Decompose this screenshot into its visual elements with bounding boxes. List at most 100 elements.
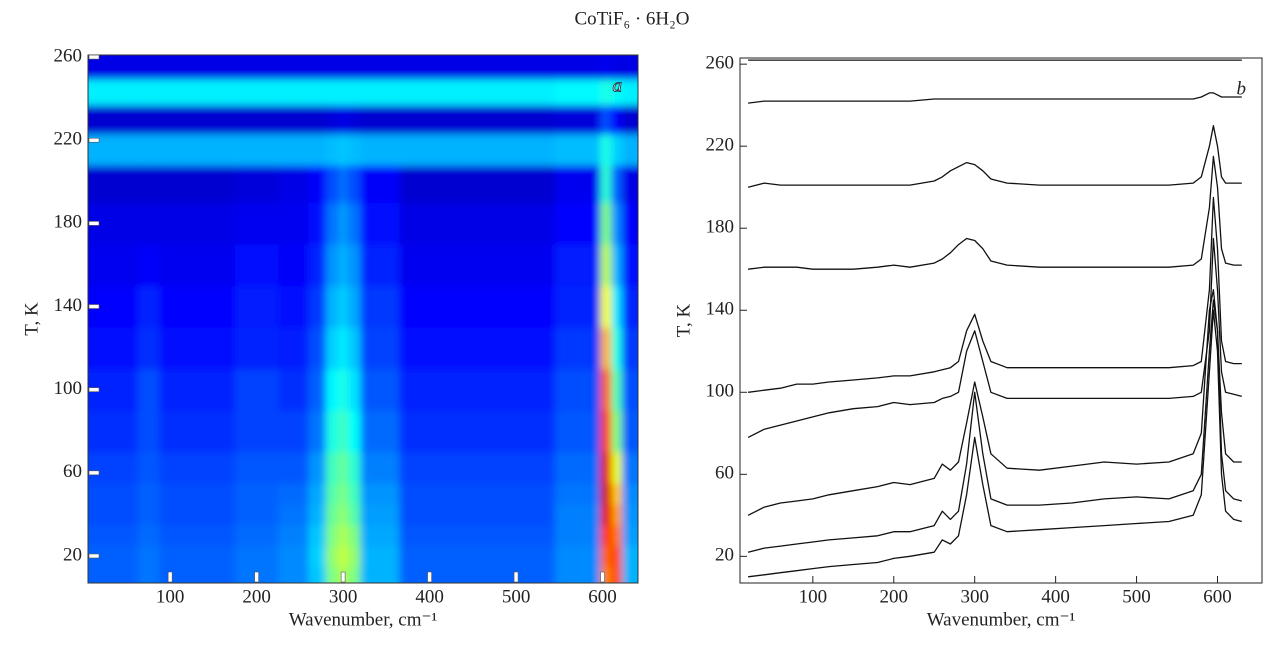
heat-cell (600, 410, 612, 453)
heat-cell (278, 104, 310, 135)
heat-cell (600, 545, 612, 567)
heat-cell (472, 202, 556, 245)
heat-cell (600, 55, 612, 80)
y-tick-label: 60 (715, 463, 734, 484)
heat-cell (360, 566, 400, 583)
heat-cell (88, 244, 115, 287)
heat-cell (611, 104, 623, 135)
spectrum-line (748, 309, 1242, 578)
heat-cell (399, 368, 474, 411)
heat-cell (622, 368, 638, 411)
panel-label: b (1237, 78, 1247, 99)
y-tick (88, 553, 100, 559)
heat-cell (472, 244, 556, 287)
heat-cell (338, 55, 348, 80)
heat-cell (399, 327, 474, 370)
heat-cell (191, 452, 236, 484)
heat-cell (600, 133, 612, 166)
heat-cell (554, 55, 601, 80)
y-tick-label: 260 (706, 53, 735, 74)
heat-cell (347, 566, 361, 583)
heat-cell (191, 327, 236, 370)
heat-cell (308, 78, 327, 106)
y-tick-label: 20 (715, 545, 734, 566)
heat-cell (235, 202, 279, 245)
heat-cell (325, 504, 340, 526)
y-tick-label: 260 (54, 45, 83, 66)
heat-cell (325, 452, 340, 484)
heat-cell (308, 566, 327, 583)
spectrum-line (747, 125, 1242, 188)
heat-cell (159, 545, 193, 567)
heat-cell (278, 165, 310, 204)
spectrum-line (748, 92, 1242, 104)
heat-cell (338, 524, 348, 547)
heat-cell (600, 452, 612, 484)
heat-cell (137, 524, 160, 547)
heat-cell (347, 452, 361, 484)
heat-cell (600, 368, 612, 411)
heat-cell (338, 78, 348, 106)
heat-cell (235, 368, 279, 411)
heat-cell (159, 285, 193, 328)
heat-cell (622, 410, 638, 453)
heat-cell (360, 524, 400, 547)
y-tick-label: 140 (706, 299, 735, 320)
heat-cell (137, 483, 160, 505)
heat-cell (137, 133, 160, 166)
heat-cell (399, 55, 474, 80)
x-tick-label: 400 (1041, 586, 1070, 607)
y-axis-label: T, K (21, 302, 42, 336)
heat-cell (235, 545, 279, 567)
heat-cell (137, 504, 160, 526)
heat-cell (622, 452, 638, 484)
heat-cell (347, 202, 361, 245)
heat-cell (235, 410, 279, 453)
heat-cell (235, 504, 279, 526)
heat-cell (554, 165, 601, 204)
heat-cell (554, 524, 601, 547)
heat-cell (622, 133, 638, 166)
heat-cell (191, 368, 236, 411)
heat-cell (325, 285, 340, 328)
heat-cell (308, 545, 327, 567)
heat-cell (88, 165, 115, 204)
heat-cell (600, 483, 612, 505)
x-axis-label: Wavenumber, cm⁻¹ (289, 609, 438, 630)
heat-cell (554, 327, 601, 370)
heat-cell (554, 483, 601, 505)
spectrum-line (747, 237, 1242, 438)
heat-cell (600, 504, 612, 526)
heat-cell (611, 78, 623, 106)
heat-cell (137, 327, 160, 370)
heat-cell (600, 566, 612, 583)
x-tick-label: 500 (1122, 586, 1151, 607)
heat-cell (191, 202, 236, 245)
heat-cell (399, 410, 474, 453)
heat-cell (308, 55, 327, 80)
heat-cell (338, 202, 348, 245)
x-tick (600, 571, 605, 583)
heat-cell (338, 244, 348, 287)
heat-cell (278, 368, 310, 411)
heat-cell (278, 524, 310, 547)
heat-cell (308, 483, 327, 505)
heat-cell (472, 368, 556, 411)
y-tick (88, 387, 100, 392)
heat-cell (600, 78, 612, 106)
heat-cell (88, 483, 115, 505)
heat-cell (308, 244, 327, 287)
spectrum-line (747, 289, 1242, 516)
heat-cell (338, 285, 348, 328)
heat-cell (472, 452, 556, 484)
heat-cell (360, 55, 400, 80)
heat-cell (622, 244, 638, 287)
heat-cell (338, 165, 348, 204)
heat-cell (472, 285, 556, 328)
heat-cell (113, 165, 139, 204)
heat-cell (622, 202, 638, 245)
heat-cell (137, 452, 160, 484)
heat-cell (278, 410, 310, 453)
heat-cell (308, 452, 327, 484)
heat-cell (113, 244, 139, 287)
